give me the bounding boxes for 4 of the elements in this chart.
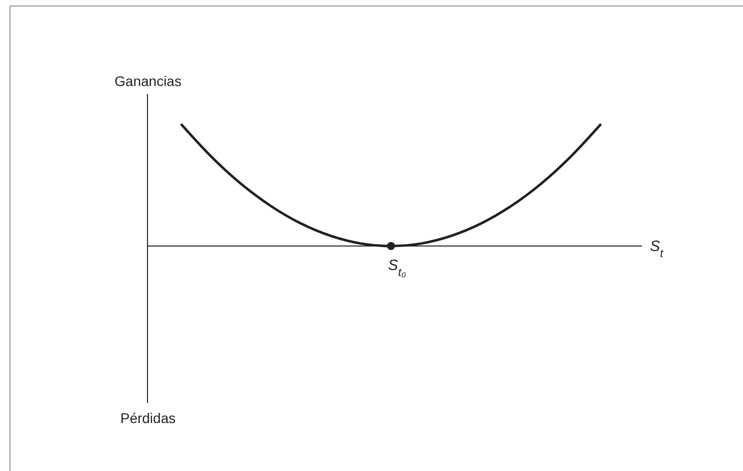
- y-axis-title: Ganancias: [114, 73, 182, 89]
- text: Pérdidas: [120, 410, 176, 426]
- x-axis-title: S$_{t}$: [650, 238, 664, 260]
- annotation: S$_{t₀}$: [388, 257, 406, 279]
